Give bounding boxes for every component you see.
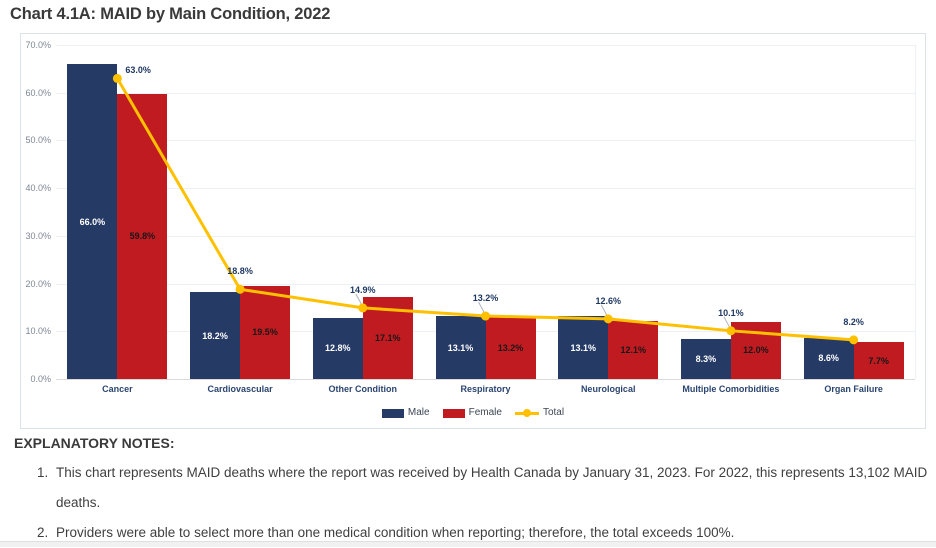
total-value-label: 8.2% [843,316,864,327]
legend-label: Total [542,407,565,418]
gridline [56,235,915,237]
label-leader-line [600,304,608,317]
total-value-label: 63.0% [125,65,151,76]
bar-value-label: 59.8% [129,231,156,242]
notes-list: This chart represents MAID deaths where … [14,458,936,548]
legend-label: Female [468,407,502,418]
bar-value-label: 17.1% [375,333,401,344]
y-axis-tick-label: 10.0% [25,326,51,337]
bar-value-label: 8.3% [695,354,717,365]
bar-value-label: 13.2% [497,342,524,353]
total-value-label: 10.1% [718,307,744,318]
chart-title: Chart 4.1A: MAID by Main Condition, 2022 [10,5,331,23]
total-value-label: 13.2% [472,293,499,304]
bar-male [680,339,731,379]
y-axis-tick-label: 20.0% [25,278,51,289]
notes-heading: EXPLANATORY NOTES: [14,435,175,451]
category-label: Cardiovascular [207,384,273,394]
bar-female [853,342,904,379]
plot-right-border [915,45,916,379]
y-axis-tick-label: 40.0% [25,183,51,194]
legend-line-icon [514,408,539,418]
category-label: Multiple Comorbidities [682,384,780,394]
cutoff-strip [0,541,936,547]
chart-card: 0.0% 10.0% 20.0% 30.0% 40.0% 50.0% 60.0% 70.0% 6… [20,33,926,429]
legend-swatch-icon [381,408,404,418]
category-label: Cancer [102,384,133,394]
legend-line-dot [522,408,531,417]
x-axis-line [56,379,915,380]
bar-value-label: 19.5% [252,327,278,338]
note-item: Providers were able to select more than … [52,518,936,548]
total-value-label: 14.9% [350,284,376,295]
gridline [56,45,915,46]
category-label: Neurological [580,384,636,394]
chart-legend: Male Female Total [21,405,925,421]
gridline [56,92,915,94]
bar-male [803,337,854,379]
gridline [56,283,915,285]
label-leader-line [355,293,363,306]
y-axis-tick-label: 50.0% [25,135,51,146]
y-axis-tick-label: 60.0% [25,87,51,98]
gridline [56,188,915,190]
y-axis-tick-label: 30.0% [25,230,51,241]
bar-value-label: 12.1% [620,345,646,356]
bar-value-label: 8.6% [818,353,839,364]
bar-male [67,64,118,379]
note-item: This chart represents MAID deaths where … [52,458,936,518]
y-axis-tick-label: 70.0% [25,40,51,50]
category-label: Organ Failure [824,384,883,394]
bar-value-label: 13.1% [570,342,596,353]
legend-swatch-icon [442,408,465,418]
gridline [56,140,915,142]
bar-value-label: 13.1% [447,342,474,353]
bar-value-label: 66.0% [79,216,106,227]
bar-value-label: 18.2% [202,330,228,341]
bar-value-label: 7.7% [868,355,889,366]
total-value-label: 18.8% [227,266,253,277]
bar-value-label: 12.0% [743,345,769,356]
legend-item-male: Male [381,407,430,419]
legend-item-total: Total [514,407,565,419]
y-axis-tick-label: 0.0% [30,374,51,384]
legend-label: Male [407,407,430,418]
label-leader-line [723,316,731,329]
label-leader-line [478,301,485,314]
category-label: Other Condition [328,384,398,394]
total-value-label: 12.6% [595,295,621,306]
bar-value-label: 12.8% [325,343,351,354]
category-label: Respiratory [460,384,511,394]
legend-item-female: Female [442,407,502,419]
